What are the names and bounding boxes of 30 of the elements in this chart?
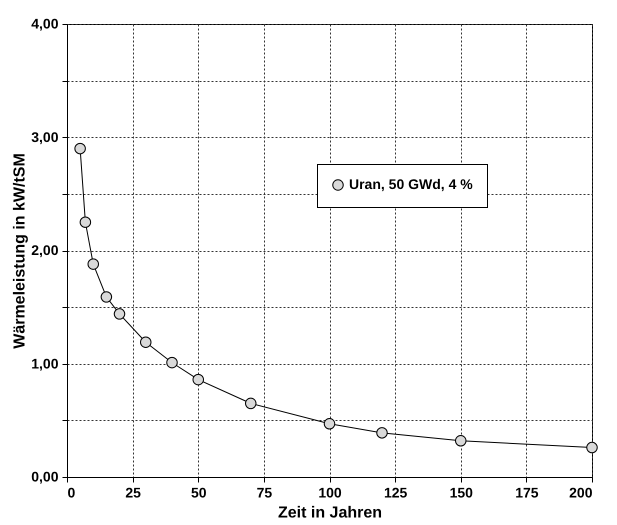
x-tick-label: 25 [125, 484, 142, 500]
y-tick-label: 4,00 [31, 16, 59, 32]
legend-label: Uran, 50 GWd, 4 % [349, 176, 474, 192]
x-tick-label: 175 [515, 484, 539, 500]
point [376, 427, 388, 439]
point [245, 398, 256, 410]
x-axis-title: Zeit in Jahren [278, 504, 382, 522]
y-tick-label: 3,00 [31, 128, 59, 145]
x-tick-label: 125 [384, 484, 408, 500]
y-tick-label: 2,00 [31, 242, 59, 258]
y-axis-title: Wärmeleistung in kW/tSM [11, 153, 28, 349]
x-tick-label: 0 [68, 484, 76, 500]
point [455, 435, 466, 446]
point [586, 442, 598, 454]
x-tick-label: 50 [190, 484, 207, 500]
point [100, 291, 112, 303]
point [74, 142, 86, 154]
point [324, 418, 336, 430]
x-tick-label: 75 [256, 484, 272, 500]
point [192, 374, 204, 386]
x-tick-label: 150 [450, 484, 474, 500]
point [80, 216, 92, 228]
x-tick-label: 200 [569, 484, 593, 500]
point [166, 356, 178, 368]
y-tick-label: 0,00 [31, 468, 59, 484]
x-tick-label: 100 [318, 484, 342, 500]
point [88, 258, 99, 270]
point [114, 308, 126, 320]
y-tick-label: 1,00 [31, 355, 59, 372]
point [140, 336, 152, 348]
